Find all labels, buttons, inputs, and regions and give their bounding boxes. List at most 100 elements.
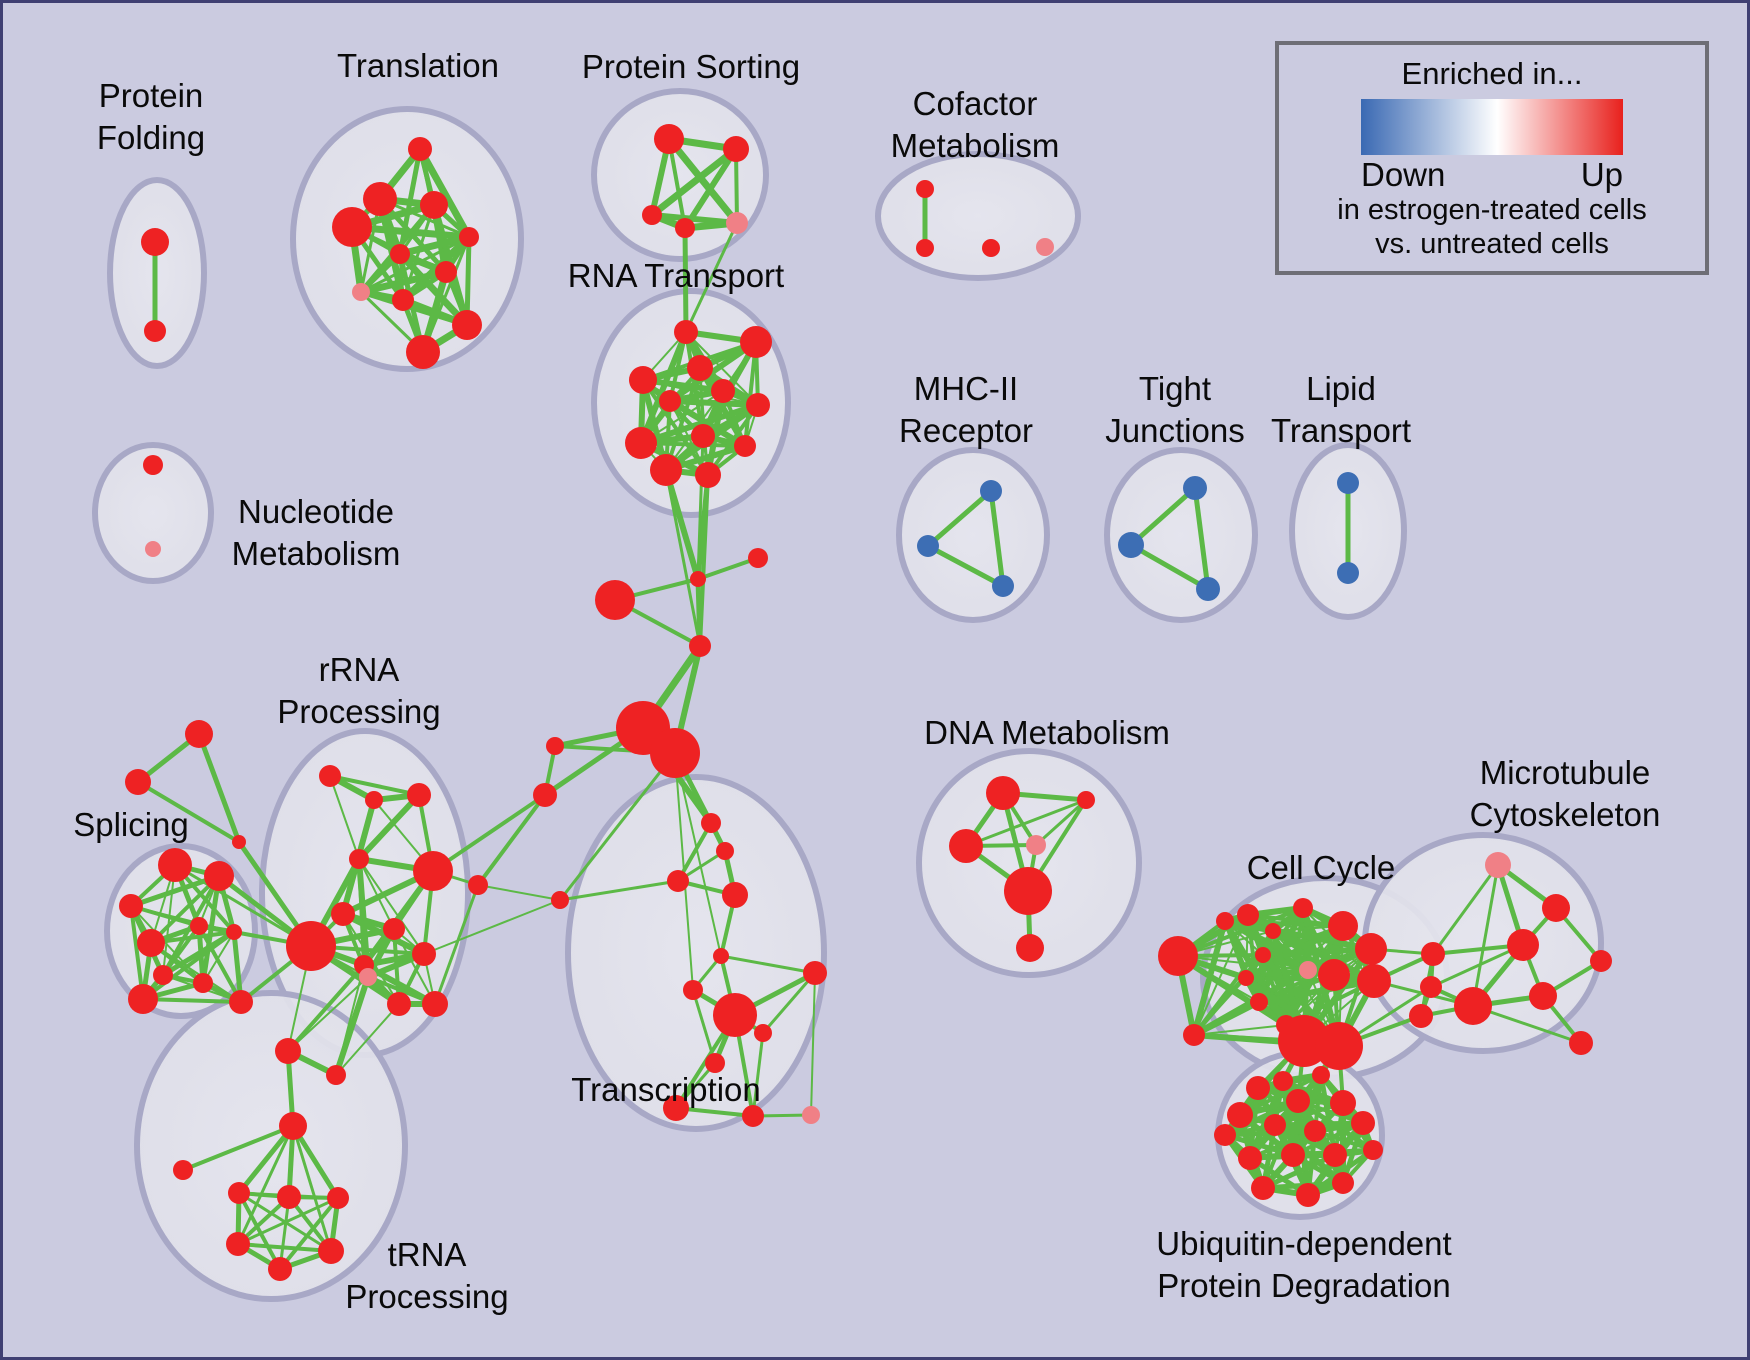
node-cell_cycle-0[interactable] — [1158, 936, 1198, 976]
node-bridges-6[interactable] — [546, 737, 564, 755]
node-rna_transport-10[interactable] — [650, 454, 682, 486]
node-protein_sorting-0[interactable] — [654, 124, 684, 154]
node-rna_transport-6[interactable] — [746, 393, 770, 417]
node-rrna_processing-6[interactable] — [383, 918, 405, 940]
node-rrna_processing-11[interactable] — [387, 992, 411, 1016]
node-rna_transport-5[interactable] — [659, 390, 681, 412]
node-ubiquitin_degradation-1[interactable] — [1312, 1066, 1330, 1084]
node-rrna_processing-14[interactable] — [326, 1065, 346, 1085]
node-bridges-9[interactable] — [551, 891, 569, 909]
node-microtubule_cytoskeleton-2[interactable] — [1507, 929, 1539, 961]
node-trna_processing-0[interactable] — [279, 1112, 307, 1140]
node-transcription-5[interactable] — [683, 980, 703, 1000]
node-protein_folding-1[interactable] — [144, 320, 166, 342]
node-mhc2_receptor-2[interactable] — [992, 575, 1014, 597]
node-rrna_processing-0[interactable] — [319, 765, 341, 787]
node-rrna_processing-12[interactable] — [422, 991, 448, 1017]
node-dna_metabolism-3[interactable] — [1026, 835, 1046, 855]
node-cell_cycle-6[interactable] — [1299, 961, 1317, 979]
node-trna_processing-6[interactable] — [318, 1238, 344, 1264]
node-tight_junctions-1[interactable] — [1118, 532, 1144, 558]
node-ubiquitin_degradation-3[interactable] — [1330, 1090, 1356, 1116]
node-dna_metabolism-0[interactable] — [986, 776, 1020, 810]
node-microtubule_cytoskeleton-0[interactable] — [1485, 852, 1511, 878]
node-microtubule_cytoskeleton-5[interactable] — [1454, 987, 1492, 1025]
node-bridges-0[interactable] — [690, 571, 706, 587]
node-microtubule_cytoskeleton-8[interactable] — [1569, 1031, 1593, 1055]
node-splicing-2[interactable] — [119, 894, 143, 918]
node-cell_cycle-2[interactable] — [1293, 898, 1313, 918]
node-cell_cycle-14[interactable] — [1216, 912, 1234, 930]
node-splicing_triangle-0[interactable] — [185, 720, 213, 748]
node-rna_transport-8[interactable] — [691, 424, 715, 448]
node-rrna_processing-5[interactable] — [331, 902, 355, 926]
node-trna_processing-2[interactable] — [228, 1182, 250, 1204]
node-transcription-11[interactable] — [742, 1105, 764, 1127]
node-transcription-0[interactable] — [701, 813, 721, 833]
node-rna_transport-1[interactable] — [740, 326, 772, 358]
node-cell_cycle-16[interactable] — [1238, 970, 1254, 986]
node-mhc2_receptor-0[interactable] — [980, 480, 1002, 502]
node-transcription-9[interactable] — [705, 1053, 725, 1073]
node-lipid_transport-1[interactable] — [1337, 562, 1359, 584]
node-bridges-8[interactable] — [468, 875, 488, 895]
node-cell_cycle-3[interactable] — [1328, 911, 1358, 941]
node-rrna_processing-1[interactable] — [365, 791, 383, 809]
node-nucleotide_metabolism-1[interactable] — [145, 541, 161, 557]
node-trna_processing-3[interactable] — [277, 1185, 301, 1209]
node-transcription-3[interactable] — [722, 882, 748, 908]
node-ubiquitin_degradation-12[interactable] — [1323, 1143, 1347, 1167]
node-ubiquitin_degradation-0[interactable] — [1273, 1071, 1293, 1091]
node-translation-7[interactable] — [352, 283, 370, 301]
node-splicing-3[interactable] — [137, 929, 165, 957]
node-lipid_transport-0[interactable] — [1337, 472, 1359, 494]
node-transcription-10[interactable] — [663, 1095, 689, 1121]
node-transcription-7[interactable] — [803, 961, 827, 985]
node-transcription-8[interactable] — [754, 1024, 772, 1042]
node-cell_cycle-5[interactable] — [1255, 947, 1271, 963]
node-ubiquitin_degradation-8[interactable] — [1351, 1111, 1375, 1135]
node-ubiquitin_degradation-10[interactable] — [1238, 1146, 1262, 1170]
node-translation-4[interactable] — [459, 227, 479, 247]
node-translation-8[interactable] — [392, 289, 414, 311]
node-transcription-4[interactable] — [713, 948, 729, 964]
node-trna_processing-1[interactable] — [173, 1160, 193, 1180]
node-cell_cycle-13[interactable] — [1183, 1024, 1205, 1046]
node-cofactor_metabolism-3[interactable] — [1036, 238, 1054, 256]
node-bridges-2[interactable] — [595, 580, 635, 620]
node-rrna_processing-10[interactable] — [359, 968, 377, 986]
node-rrna_processing-13[interactable] — [275, 1038, 301, 1064]
node-splicing_triangle-1[interactable] — [125, 769, 151, 795]
node-microtubule_cytoskeleton-4[interactable] — [1420, 976, 1442, 998]
node-translation-1[interactable] — [363, 182, 397, 216]
node-tight_junctions-2[interactable] — [1196, 577, 1220, 601]
node-nucleotide_metabolism-0[interactable] — [143, 455, 163, 475]
node-transcription-12[interactable] — [802, 1106, 820, 1124]
node-ubiquitin_degradation-11[interactable] — [1281, 1143, 1305, 1167]
node-rrna_processing-3[interactable] — [349, 849, 369, 869]
node-dna_metabolism-5[interactable] — [1016, 934, 1044, 962]
node-mhc2_receptor-1[interactable] — [917, 535, 939, 557]
node-splicing-0[interactable] — [158, 848, 192, 882]
node-transcription-1[interactable] — [716, 842, 734, 860]
node-rrna_processing-4[interactable] — [413, 851, 453, 891]
node-splicing-9[interactable] — [229, 990, 253, 1014]
node-ubiquitin_degradation-14[interactable] — [1251, 1176, 1275, 1200]
node-transcription-6[interactable] — [713, 993, 757, 1037]
node-ubiquitin_degradation-6[interactable] — [1264, 1114, 1286, 1136]
node-rna_transport-11[interactable] — [695, 462, 721, 488]
node-cofactor_metabolism-2[interactable] — [982, 239, 1000, 257]
node-protein_folding-0[interactable] — [141, 228, 169, 256]
node-cell_cycle-7[interactable] — [1318, 959, 1350, 991]
node-translation-3[interactable] — [332, 207, 372, 247]
node-ubiquitin_degradation-4[interactable] — [1227, 1102, 1253, 1128]
node-dna_metabolism-2[interactable] — [949, 829, 983, 863]
node-bridges-3[interactable] — [689, 635, 711, 657]
node-translation-5[interactable] — [390, 244, 410, 264]
node-microtubule_cytoskeleton-7[interactable] — [1409, 1004, 1433, 1028]
node-splicing-4[interactable] — [190, 917, 208, 935]
node-microtubule_cytoskeleton-9[interactable] — [1590, 950, 1612, 972]
node-microtubule_cytoskeleton-1[interactable] — [1542, 894, 1570, 922]
node-ubiquitin_degradation-16[interactable] — [1332, 1172, 1354, 1194]
node-splicing_triangle-2[interactable] — [232, 835, 246, 849]
